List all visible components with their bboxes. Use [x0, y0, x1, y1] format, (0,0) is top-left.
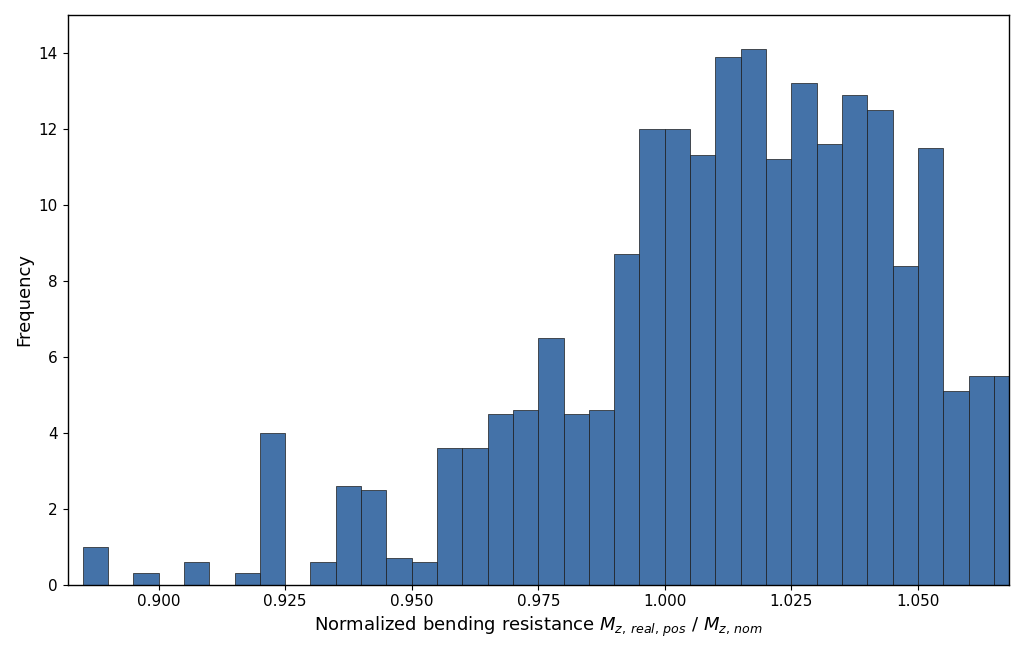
Bar: [918, 148, 943, 585]
Bar: [842, 95, 867, 585]
Bar: [539, 337, 563, 585]
Bar: [463, 448, 487, 585]
Bar: [969, 375, 994, 585]
Bar: [386, 558, 412, 585]
Bar: [234, 573, 260, 585]
Bar: [83, 547, 108, 585]
Bar: [614, 254, 640, 585]
X-axis label: Normalized bending resistance $M_{z,\,real,\,pos}$ / $M_{z,\,nom}$: Normalized bending resistance $M_{z,\,re…: [314, 615, 763, 639]
Bar: [184, 562, 209, 585]
Bar: [487, 414, 513, 585]
Bar: [740, 49, 766, 585]
Bar: [893, 266, 918, 585]
Bar: [260, 433, 285, 585]
Bar: [640, 129, 665, 585]
Y-axis label: Frequency: Frequency: [15, 253, 33, 346]
Bar: [1019, 436, 1024, 585]
Bar: [589, 410, 614, 585]
Bar: [310, 562, 336, 585]
Bar: [336, 486, 361, 585]
Bar: [412, 562, 437, 585]
Bar: [766, 160, 792, 585]
Bar: [361, 490, 386, 585]
Bar: [716, 57, 740, 585]
Bar: [792, 83, 817, 585]
Bar: [437, 448, 463, 585]
Bar: [133, 573, 159, 585]
Bar: [817, 144, 842, 585]
Bar: [513, 410, 539, 585]
Bar: [994, 375, 1019, 585]
Bar: [943, 391, 969, 585]
Bar: [665, 129, 690, 585]
Bar: [867, 110, 893, 585]
Bar: [563, 414, 589, 585]
Bar: [690, 156, 716, 585]
